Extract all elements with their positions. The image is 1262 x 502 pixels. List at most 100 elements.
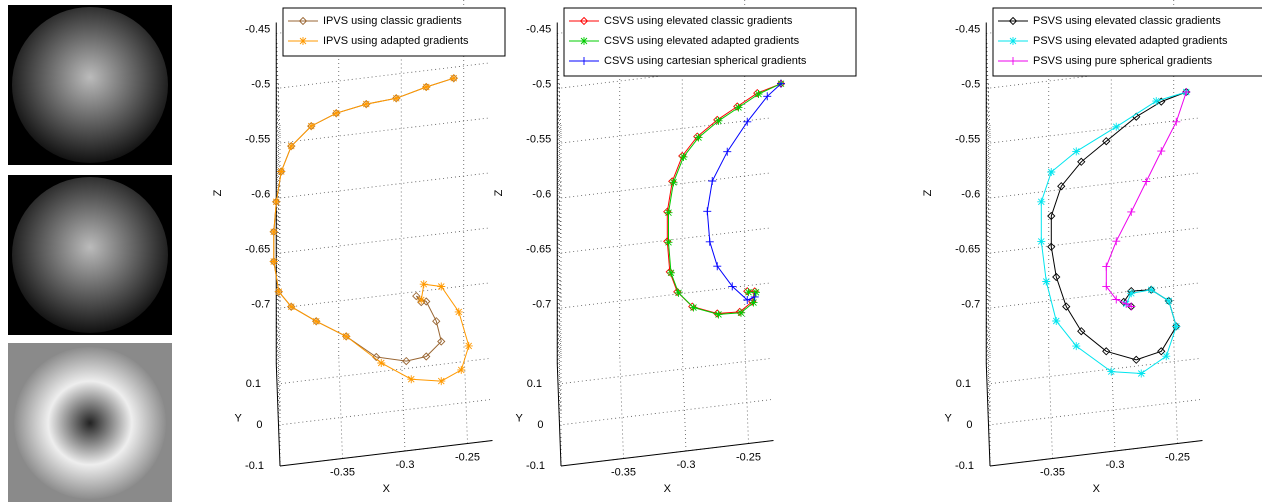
- y-tick-label: -0.1: [245, 460, 264, 472]
- y-axis: [985, 363, 991, 467]
- data-point: [269, 257, 278, 266]
- data-point: [1164, 296, 1173, 305]
- z-tick-label: -0.7: [961, 298, 980, 310]
- y-tick-label: 0.1: [956, 378, 971, 390]
- z-tick-label: -0.55: [245, 133, 270, 145]
- y-axis-label: Y: [515, 413, 523, 425]
- data-point: [754, 90, 763, 99]
- data-point: [269, 227, 278, 236]
- data-point: [763, 92, 772, 101]
- grid-line: [986, 358, 1200, 385]
- data-point: [1132, 355, 1141, 364]
- grid-line: [400, 348, 406, 452]
- data-point: [744, 288, 753, 297]
- data-point: [664, 238, 673, 247]
- data-point: [1042, 277, 1051, 286]
- x-axis-label: X: [383, 483, 391, 495]
- legend: CSVS using elevated classic gradients CSV…: [563, 7, 857, 77]
- grid-line: [986, 282, 1199, 309]
- data-point: [723, 147, 732, 156]
- data-point: [1057, 182, 1066, 191]
- data-point: [733, 102, 742, 111]
- legend-marker: [1009, 57, 1017, 65]
- data-point: [674, 288, 683, 297]
- grid-line: [276, 227, 489, 254]
- data-point: [667, 268, 675, 277]
- fisheye-image: [12, 7, 168, 163]
- legend: IPVS using classic gradients IPVS using a…: [282, 7, 506, 57]
- data-point: [422, 352, 431, 361]
- data-point: [1112, 237, 1121, 246]
- grid-line: [985, 143, 991, 247]
- x-axis-label: X: [1093, 483, 1101, 495]
- data-point: [1162, 352, 1171, 361]
- z-tick-label: -0.5: [961, 78, 980, 90]
- data-point: [437, 282, 446, 291]
- data-point: [417, 295, 426, 304]
- x-tick-label: -0.35: [611, 466, 636, 478]
- x-tick-label: -0.3: [396, 459, 415, 471]
- data-point: [1037, 237, 1046, 246]
- data-point: [737, 308, 745, 317]
- legend-label: CSVS using elevated classic gradients: [604, 15, 793, 27]
- data-point: [679, 152, 688, 161]
- data-point: [713, 262, 722, 271]
- series-line: [273, 77, 470, 382]
- data-point: [688, 302, 697, 311]
- data-point: [777, 79, 785, 88]
- data-point: [714, 310, 723, 319]
- data-point: [694, 133, 703, 142]
- data-point: [705, 237, 714, 246]
- data-point: [743, 287, 752, 296]
- x-axis: [279, 440, 493, 467]
- data-point: [734, 103, 743, 112]
- grid-line: [681, 348, 687, 452]
- data-point: [714, 116, 723, 125]
- data-point: [1077, 327, 1086, 336]
- grid-line: [988, 399, 1202, 426]
- data-point: [1072, 147, 1081, 156]
- z-tick-label: -0.45: [526, 23, 551, 35]
- grid-line: [278, 399, 492, 426]
- z-tick-label: -0.7: [532, 298, 551, 310]
- data-point: [750, 292, 759, 301]
- data-point: [277, 167, 286, 176]
- data-point: [1052, 272, 1061, 282]
- data-point: [1102, 347, 1111, 356]
- y-axis: [556, 363, 562, 467]
- z-axis-label: Z: [212, 189, 224, 196]
- x-tick-label: -0.25: [1165, 451, 1190, 463]
- z-tick-label: -0.6: [961, 188, 980, 200]
- z-tick-label: -0.65: [245, 243, 270, 255]
- z-tick-label: -0.65: [526, 243, 551, 255]
- series-line: [273, 77, 454, 362]
- data-point: [402, 356, 411, 366]
- data-point: [1062, 302, 1071, 311]
- y-axis: [275, 363, 281, 467]
- grid-line: [1173, 340, 1178, 444]
- data-point: [1127, 289, 1136, 298]
- data-point: [1147, 285, 1156, 294]
- data-point: [392, 94, 401, 103]
- legend-label: IPVS using classic gradients: [323, 15, 462, 27]
- data-point: [1107, 367, 1116, 376]
- legend-label: CSVS using elevated adapted gradients: [604, 35, 800, 47]
- legend-marker: [298, 16, 308, 26]
- legend-label: PSVS using elevated adapted gradients: [1033, 35, 1228, 47]
- series-line: [1050, 91, 1187, 361]
- data-point: [1102, 137, 1111, 146]
- data-point: [1182, 88, 1191, 96]
- data-point: [1112, 295, 1121, 304]
- x-axis: [989, 440, 1203, 467]
- grid-line: [619, 355, 624, 459]
- series-line: [666, 83, 782, 315]
- grid-line: [275, 143, 281, 247]
- data-point: [665, 267, 674, 277]
- data-point: [437, 337, 446, 346]
- data-point: [407, 375, 416, 384]
- z-tick-label: -0.6: [251, 188, 270, 200]
- data-point: [274, 287, 283, 296]
- data-point: [713, 115, 722, 125]
